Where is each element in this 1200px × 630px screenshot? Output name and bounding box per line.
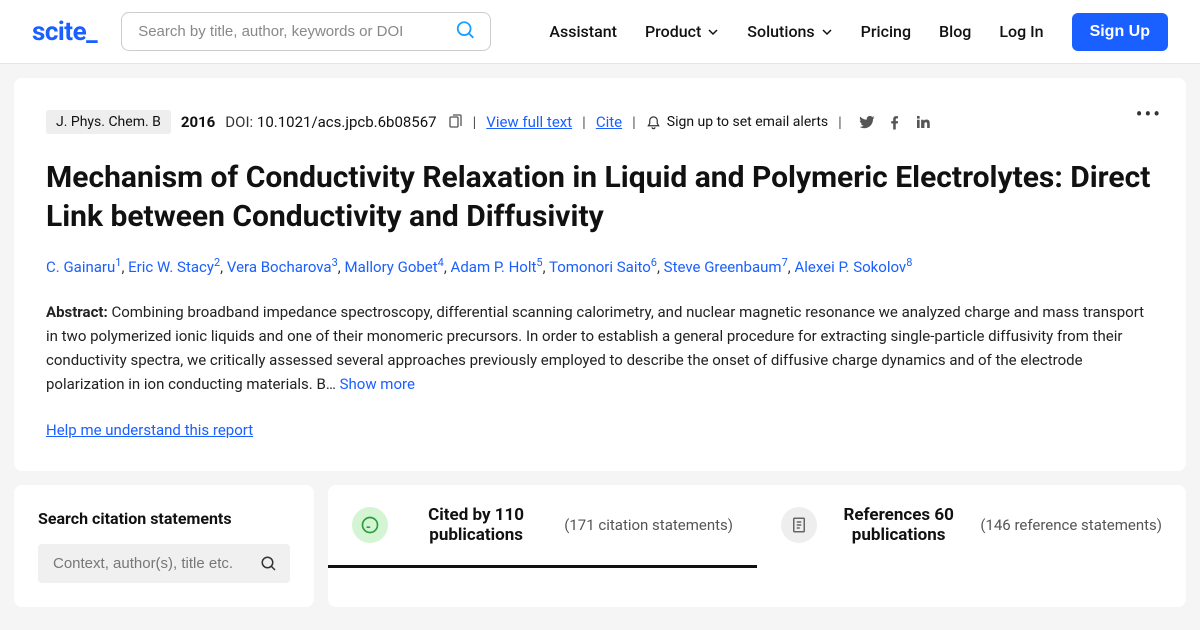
author-link[interactable]: Mallory Gobet xyxy=(344,258,437,276)
nav-assistant[interactable]: Assistant xyxy=(549,22,617,41)
authors-list: C. Gainaru1, Eric W. Stacy2, Vera Bochar… xyxy=(46,256,1154,276)
citation-search-input[interactable] xyxy=(38,544,290,583)
abstract: Abstract: Combining broadband impedance … xyxy=(46,300,1154,396)
login-button[interactable]: Log In xyxy=(999,22,1043,41)
twitter-icon[interactable] xyxy=(858,113,876,131)
references-icon xyxy=(781,507,817,543)
tab-references[interactable]: References 60 publications (146 referenc… xyxy=(757,485,1186,568)
bell-icon xyxy=(646,115,661,130)
nav-blog[interactable]: Blog xyxy=(939,22,971,41)
alert-signup[interactable]: Sign up to set email alerts xyxy=(646,114,828,130)
search-icon[interactable] xyxy=(260,555,278,573)
copy-icon[interactable] xyxy=(447,114,463,130)
divider: | xyxy=(838,113,842,131)
author-link[interactable]: Eric W. Stacy xyxy=(128,258,214,276)
chevron-down-icon xyxy=(821,26,833,38)
view-full-text-link[interactable]: View full text xyxy=(486,113,572,131)
nav-pricing[interactable]: Pricing xyxy=(861,22,911,41)
nav-product[interactable]: Product xyxy=(645,22,719,41)
author-link[interactable]: Tomonori Saito xyxy=(549,258,651,276)
divider: | xyxy=(582,113,586,131)
author-link[interactable]: Adam P. Holt xyxy=(451,258,537,276)
doi: DOI: 10.1021/acs.jpcb.6b08567 xyxy=(225,113,436,131)
divider: | xyxy=(473,113,477,131)
search-button[interactable] xyxy=(449,13,483,50)
author-link[interactable]: C. Gainaru xyxy=(46,258,115,276)
facebook-icon[interactable] xyxy=(886,113,904,131)
author-link[interactable]: Vera Bocharova xyxy=(227,258,332,276)
year: 2016 xyxy=(181,113,215,131)
help-understand-link[interactable]: Help me understand this report xyxy=(46,421,253,439)
cited-icon xyxy=(352,507,388,543)
signup-button[interactable]: Sign Up xyxy=(1072,13,1168,51)
tab-cited-by[interactable]: Cited by 110 publications (171 citation … xyxy=(328,485,757,568)
search-citations-title: Search citation statements xyxy=(38,509,290,528)
chevron-down-icon xyxy=(707,26,719,38)
author-link[interactable]: Alexei P. Sokolov xyxy=(794,258,906,276)
journal-badge[interactable]: J. Phys. Chem. B xyxy=(46,110,171,134)
paper-title: Mechanism of Conductivity Relaxation in … xyxy=(46,158,1154,236)
search-input[interactable] xyxy=(121,12,491,51)
logo[interactable]: scite_ xyxy=(32,17,97,47)
nav-solutions[interactable]: Solutions xyxy=(747,22,832,41)
author-link[interactable]: Steve Greenbaum xyxy=(664,258,782,276)
more-menu-icon[interactable]: ••• xyxy=(1136,102,1162,126)
linkedin-icon[interactable] xyxy=(914,113,932,131)
divider: | xyxy=(632,113,636,131)
cite-link[interactable]: Cite xyxy=(596,113,622,131)
show-more-link[interactable]: Show more xyxy=(340,375,415,393)
